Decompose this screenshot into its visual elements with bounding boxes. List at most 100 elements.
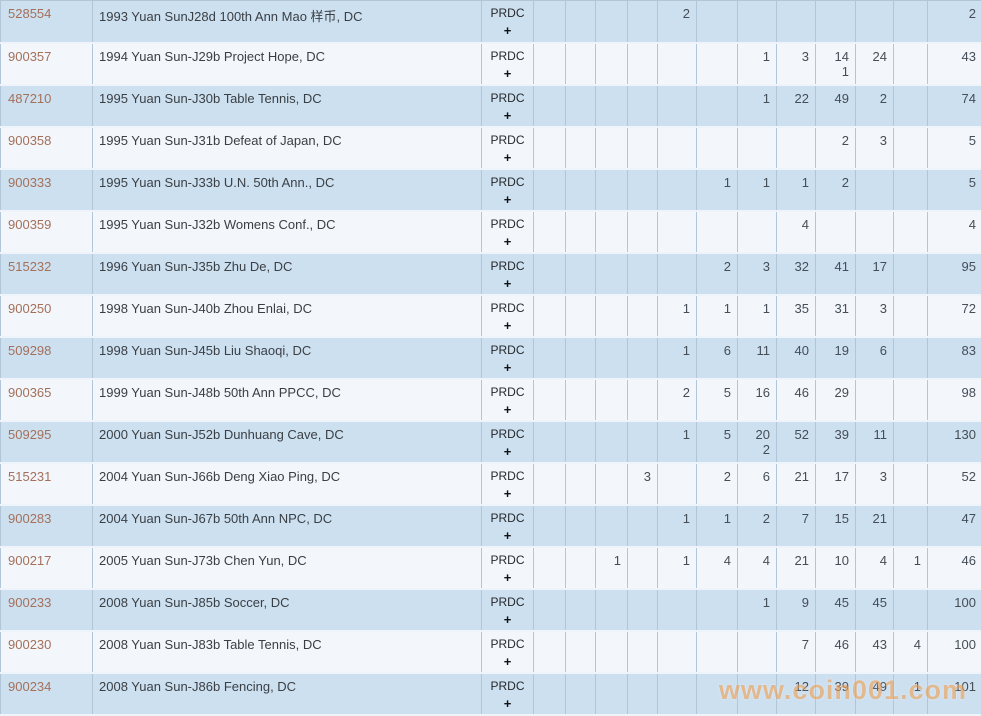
grade-cell: 46 [776,378,816,422]
grade-cell [533,462,566,506]
grade-cell: 43 [855,630,894,674]
prdc-label: PRDC [490,258,525,273]
grade-cell [533,252,566,296]
grade-cell [696,84,738,128]
grade-cell [627,294,658,338]
expand-plus-button[interactable]: + [503,611,512,627]
coin-id-link[interactable]: 900217 [8,552,52,568]
grade-cell [696,588,738,632]
expand-plus-button[interactable]: + [503,401,512,417]
expand-plus-button[interactable]: + [503,233,512,249]
grade-cell: 6 [855,336,894,380]
grade-cell [533,126,566,170]
grade-cell: 22 [776,84,816,128]
grade-cell: 1 [657,294,697,338]
coin-id-link[interactable]: 900357 [8,48,52,64]
grade-cell [627,336,658,380]
expand-plus-button[interactable]: + [503,527,512,543]
coin-id-link[interactable]: 528554 [8,6,52,21]
grade-cell: 39 [815,672,856,716]
grade-cell [627,168,658,212]
coin-id-link[interactable]: 900230 [8,636,52,652]
coin-id-link[interactable]: 900234 [8,678,52,694]
grade-cell: 2 [815,126,856,170]
grade-cell [893,336,928,380]
coin-id-link[interactable]: 900365 [8,384,52,400]
coin-id-link[interactable]: 900358 [8,132,52,148]
expand-plus-button[interactable]: + [503,65,512,81]
grade-cell [533,294,566,338]
grade-cell: 12 [776,672,816,716]
coin-id-link[interactable]: 900359 [8,216,52,232]
grade-cell: 2 [855,84,894,128]
grade-cell [627,420,658,464]
coin-id-link[interactable]: 515232 [8,258,52,274]
expand-plus-button[interactable]: + [503,191,512,207]
grade-cell: 4 [776,210,816,254]
grade-cell: 31 [815,294,856,338]
grade-cell [565,252,596,296]
prdc-cell: PRDC + [481,126,534,170]
grade-cell [657,126,697,170]
prdc-cell: PRDC + [481,84,534,128]
total-cell: 47 [927,504,981,548]
total-cell: 74 [927,84,981,128]
grade-cell: 17 [855,252,894,296]
expand-plus-button[interactable]: + [503,359,512,375]
grade-cell [565,42,596,86]
grade-cell: 1 [737,42,777,86]
expand-plus-button[interactable]: + [503,653,512,669]
table-row: 509298 1998 Yuan Sun-J45b Liu Shaoqi, DC… [0,336,981,380]
grade-cell: 1 [657,504,697,548]
prdc-cell: PRDC + [481,294,534,338]
coin-id-cell: 900230 [0,630,93,674]
grade-cell: 2 [657,378,697,422]
grade-cell [737,630,777,674]
coin-id-link[interactable]: 900333 [8,174,52,190]
expand-plus-button[interactable]: + [503,695,512,711]
grade-cell [893,168,928,212]
coin-id-cell: 528554 [0,0,93,44]
grade-cell [893,0,928,44]
total-cell: 46 [927,546,981,590]
grade-cell [855,0,894,44]
prdc-label: PRDC [490,6,525,20]
coin-id-link[interactable]: 515231 [8,468,52,484]
expand-plus-button[interactable]: + [503,443,512,459]
total-cell: 43 [927,42,981,86]
expand-plus-button[interactable]: + [503,107,512,123]
coin-id-link[interactable]: 900250 [8,300,52,316]
table-row: 900359 1995 Yuan Sun-J32b Womens Conf., … [0,210,981,254]
expand-plus-button[interactable]: + [503,275,512,291]
grade-cell [893,378,928,422]
total-cell: 98 [927,378,981,422]
grade-cell [627,588,658,632]
coin-id-link[interactable]: 487210 [8,90,52,106]
expand-plus-button[interactable]: + [503,149,512,165]
prdc-label: PRDC [490,300,525,315]
grade-cell [893,294,928,338]
grade-cell [657,588,697,632]
prdc-label: PRDC [490,552,525,567]
grade-cell [595,672,628,716]
expand-plus-button[interactable]: + [503,317,512,333]
grade-cell: 21 [776,462,816,506]
grade-cell: 4 [893,630,928,674]
expand-plus-button[interactable]: + [503,569,512,585]
coin-id-link[interactable]: 900233 [8,594,52,610]
coin-id-link[interactable]: 509295 [8,426,52,442]
grade-cell [627,0,658,44]
expand-plus-button[interactable]: + [503,23,512,38]
grade-cell [776,126,816,170]
coin-description: 1995 Yuan Sun-J30b Table Tennis, DC [92,84,482,128]
coin-id-link[interactable]: 509298 [8,342,52,358]
prdc-cell: PRDC + [481,588,534,632]
coin-id-link[interactable]: 900283 [8,510,52,526]
expand-plus-button[interactable]: + [503,485,512,501]
grade-cell: 1 [696,504,738,548]
coin-id-cell: 900359 [0,210,93,254]
grade-cell: 3 [627,462,658,506]
grade-cell: 41 [815,252,856,296]
coin-id-cell: 515231 [0,462,93,506]
